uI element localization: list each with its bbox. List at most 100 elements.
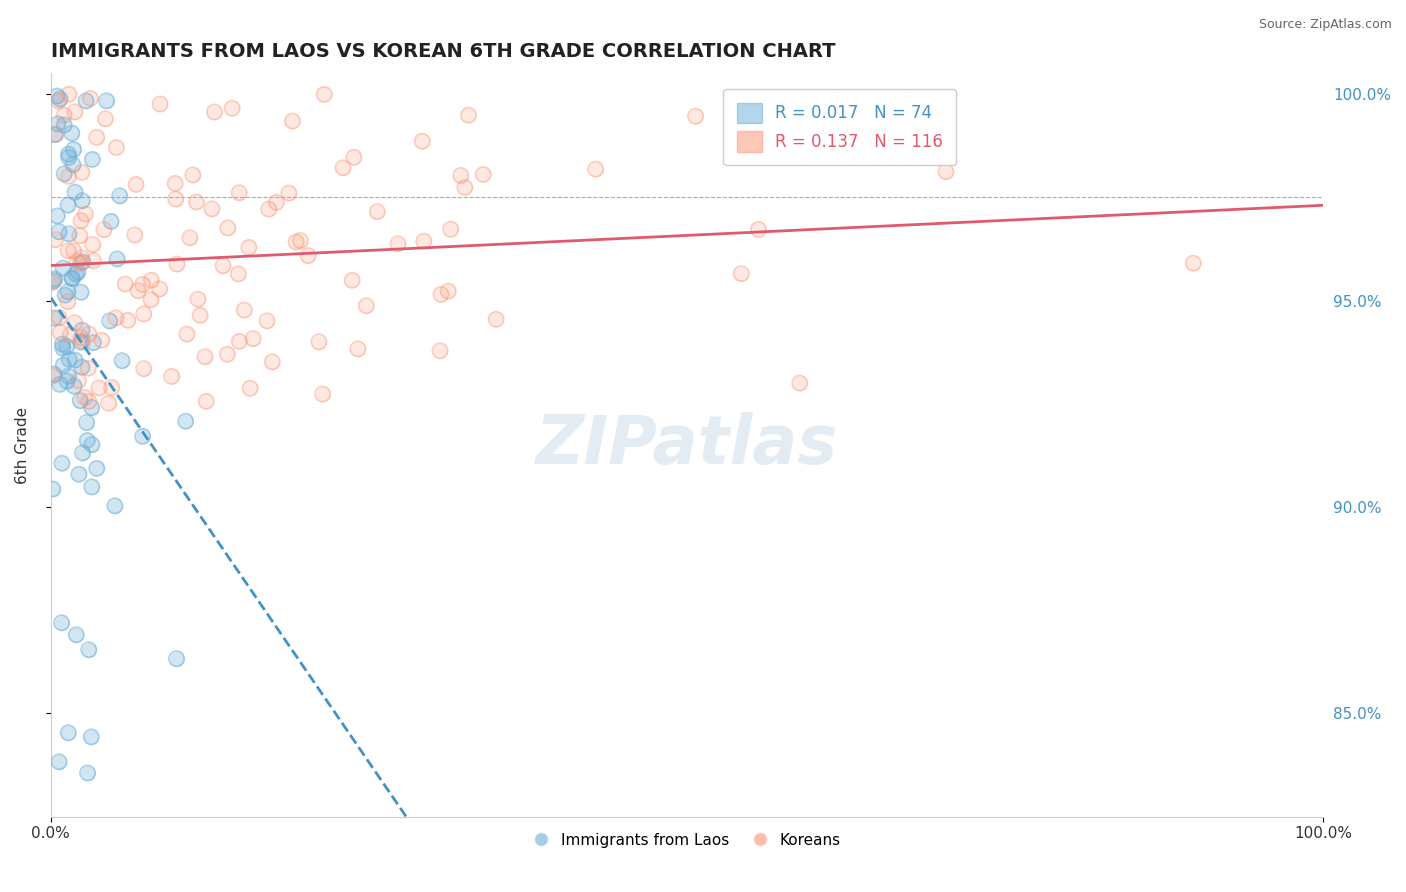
Point — [87, 381, 110, 395]
Point — [238, 240, 260, 254]
Point — [124, 227, 146, 242]
Point — [53, 108, 76, 122]
Point — [149, 282, 172, 296]
Point — [58, 169, 80, 184]
Point — [366, 204, 388, 219]
Point — [53, 288, 76, 302]
Point — [166, 257, 188, 271]
Point — [141, 273, 163, 287]
Point — [139, 293, 162, 307]
Point — [82, 253, 104, 268]
Point — [62, 143, 84, 157]
Point — [48, 377, 70, 392]
Point — [52, 358, 75, 372]
Point — [347, 342, 370, 356]
Point — [70, 213, 93, 227]
Point — [63, 185, 86, 199]
Point — [42, 482, 65, 496]
Point — [228, 267, 250, 281]
Point — [242, 332, 264, 346]
Point — [685, 109, 707, 123]
Point — [90, 333, 112, 347]
Point — [132, 307, 155, 321]
Point — [127, 284, 149, 298]
Point — [44, 128, 66, 142]
Point — [49, 326, 72, 340]
Point — [51, 456, 73, 470]
Point — [108, 189, 131, 203]
Point — [72, 334, 94, 349]
Point — [311, 387, 333, 401]
Point — [685, 109, 707, 123]
Point — [52, 358, 75, 372]
Point — [58, 369, 80, 384]
Point — [1182, 256, 1205, 270]
Point — [69, 256, 91, 270]
Point — [132, 361, 155, 376]
Point — [72, 255, 94, 269]
Point — [96, 94, 118, 108]
Point — [67, 467, 90, 482]
Point — [281, 114, 304, 128]
Point — [72, 446, 94, 460]
Point — [86, 130, 108, 145]
Point — [94, 112, 117, 126]
Point — [94, 112, 117, 126]
Point — [165, 177, 187, 191]
Point — [41, 276, 63, 290]
Point — [212, 259, 235, 273]
Point — [60, 271, 83, 285]
Point — [76, 416, 98, 430]
Point — [233, 303, 256, 318]
Point — [485, 312, 508, 326]
Point — [52, 261, 75, 276]
Point — [56, 285, 79, 299]
Point — [228, 334, 250, 349]
Point — [297, 249, 319, 263]
Point — [93, 222, 115, 236]
Point — [256, 314, 278, 328]
Point — [73, 391, 96, 405]
Point — [77, 361, 100, 376]
Point — [58, 369, 80, 384]
Point — [58, 87, 80, 102]
Point — [186, 194, 208, 209]
Point — [387, 236, 409, 251]
Point — [58, 147, 80, 161]
Point — [117, 313, 139, 327]
Point — [221, 101, 243, 115]
Point — [67, 374, 90, 388]
Point — [308, 334, 330, 349]
Point — [104, 499, 127, 513]
Point — [256, 314, 278, 328]
Point — [65, 628, 87, 642]
Point — [51, 456, 73, 470]
Point — [457, 108, 479, 122]
Point — [730, 267, 752, 281]
Point — [70, 165, 93, 179]
Point — [46, 89, 69, 103]
Point — [311, 387, 333, 401]
Point — [62, 271, 84, 285]
Point — [77, 326, 100, 341]
Point — [56, 285, 79, 299]
Point — [52, 341, 75, 355]
Point — [63, 185, 86, 199]
Point — [56, 198, 79, 212]
Point — [63, 316, 86, 330]
Point — [48, 755, 70, 769]
Point — [67, 374, 90, 388]
Point — [80, 730, 103, 744]
Point — [342, 273, 364, 287]
Point — [56, 244, 79, 258]
Point — [56, 198, 79, 212]
Point — [204, 105, 226, 120]
Point — [75, 207, 97, 221]
Point — [42, 311, 65, 326]
Point — [49, 326, 72, 340]
Point — [277, 186, 299, 200]
Point — [160, 369, 183, 384]
Point — [45, 127, 67, 141]
Point — [52, 261, 75, 276]
Point — [80, 401, 103, 415]
